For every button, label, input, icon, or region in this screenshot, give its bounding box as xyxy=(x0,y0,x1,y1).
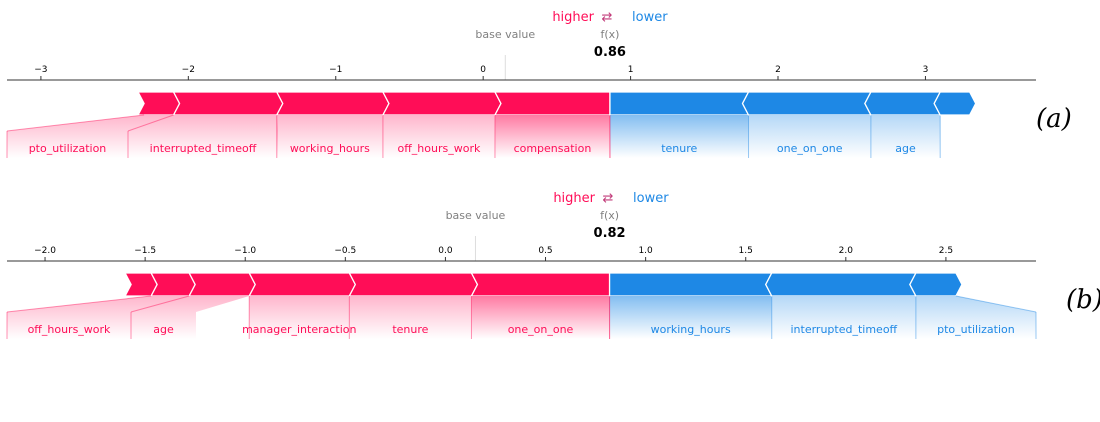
decrease-bar-segment xyxy=(609,91,750,116)
x-tick-label: 1.0 xyxy=(638,246,653,256)
decrease-bar-segment xyxy=(741,91,872,116)
x-tick-label: 2 xyxy=(775,65,781,75)
increase-bar-segment xyxy=(470,272,611,297)
legend-arrow-icon: ⇄ xyxy=(602,10,613,25)
increase-label-area xyxy=(471,296,610,339)
x-tick-label: 1.5 xyxy=(739,246,753,256)
x-tick-label: 0.0 xyxy=(438,246,453,256)
force-plot-a: higher ⇄ lower base value f(x) 0.86 −3 −2 −1 0 1 2 3… xyxy=(6,10,1036,158)
legend-lower: lower xyxy=(632,10,668,25)
increase-label-area xyxy=(382,115,495,158)
increase-label-area xyxy=(276,115,383,158)
x-tick-label: −0.5 xyxy=(334,246,356,256)
increase-label-connector xyxy=(6,295,152,313)
base-value-label: base value xyxy=(475,28,535,41)
x-tick-label: −3 xyxy=(34,65,47,75)
feature-label: pto_utilization xyxy=(937,323,1015,336)
x-tick-label: 2.0 xyxy=(839,246,854,256)
increase-bar-segment xyxy=(348,272,479,297)
base-value-label: base value xyxy=(446,209,506,222)
feature-label: interrupted_timeoff xyxy=(790,323,897,336)
feature-label: age xyxy=(153,323,174,336)
feature-label: pto_utilization xyxy=(29,142,107,155)
increase-bar-segment xyxy=(493,91,611,116)
increase-label-area xyxy=(131,296,250,339)
feature-label: off_hours_work xyxy=(398,142,481,155)
decrease-bar-segment xyxy=(765,272,917,297)
increase-label-area xyxy=(249,296,350,339)
feature-label: tenure xyxy=(392,323,428,336)
panel-label-b: (b) xyxy=(1066,285,1100,315)
increase-bar-segment xyxy=(248,272,357,297)
x-tick-label: 1 xyxy=(628,65,634,75)
x-tick-label: 0.5 xyxy=(538,246,552,256)
increase-label-area xyxy=(349,296,472,339)
x-tick-label: 0 xyxy=(480,65,486,75)
x-tick-label: −2 xyxy=(182,65,195,75)
fx-value: 0.86 xyxy=(594,45,626,60)
decrease-label-area xyxy=(609,296,772,339)
decrease-bar-segment xyxy=(933,91,977,116)
feature-label: off_hours_work xyxy=(28,323,111,336)
x-tick-label: −1.5 xyxy=(134,246,156,256)
x-tick-label: −1.0 xyxy=(234,246,256,256)
increase-label-area xyxy=(7,115,174,158)
x-tick-label: −1 xyxy=(329,65,342,75)
increase-label-area xyxy=(7,296,190,339)
increase-bar-segment xyxy=(172,91,284,116)
feature-label: one_on_one xyxy=(777,142,843,155)
increase-label-connector xyxy=(127,114,174,132)
increase-bar-segment xyxy=(275,91,390,116)
legend-arrow-icon: ⇄ xyxy=(603,191,614,206)
fx-label: f(x) xyxy=(600,209,619,222)
decrease-label-area xyxy=(915,296,1036,339)
x-tick-label: −2.0 xyxy=(34,246,56,256)
x-tick-label: 2.5 xyxy=(939,246,953,256)
feature-label: age xyxy=(895,142,916,155)
feature-label: one_on_one xyxy=(508,323,574,336)
increase-label-connector xyxy=(130,295,190,313)
decrease-bar-segment xyxy=(608,272,773,297)
panel-label-a: (a) xyxy=(1036,104,1072,134)
x-tick-label: 3 xyxy=(923,65,929,75)
feature-label: manager_interaction xyxy=(242,323,356,336)
feature-label: compensation xyxy=(514,142,592,155)
feature-label: working_hours xyxy=(651,323,731,336)
fx-value: 0.82 xyxy=(594,226,626,241)
decrease-bar-segment xyxy=(909,272,963,297)
increase-label-area xyxy=(128,115,278,158)
legend-higher: higher xyxy=(553,191,595,206)
feature-label: tenure xyxy=(661,142,697,155)
feature-label: working_hours xyxy=(290,142,370,155)
feature-label: interrupted_timeoff xyxy=(150,142,257,155)
legend-higher: higher xyxy=(552,10,594,25)
legend-lower: lower xyxy=(633,191,669,206)
increase-bar-segment xyxy=(381,91,502,116)
decrease-bar-segment xyxy=(864,91,942,116)
decrease-label-connector xyxy=(955,295,1037,313)
increase-bar-segment xyxy=(137,91,181,116)
force-plot-b: higher ⇄ lower base value f(x) 0.82 −2.0 −1.5 −1… xyxy=(6,191,1037,339)
increase-label-connector xyxy=(6,114,145,132)
increase-label-area xyxy=(494,115,610,158)
decrease-label-area xyxy=(748,115,871,158)
increase-bar-segment xyxy=(188,272,256,297)
fx-label: f(x) xyxy=(600,28,619,41)
increase-bar-segment xyxy=(150,272,196,297)
decrease-label-area xyxy=(771,296,916,339)
decrease-label-area xyxy=(609,115,749,158)
decrease-label-area xyxy=(870,115,941,158)
